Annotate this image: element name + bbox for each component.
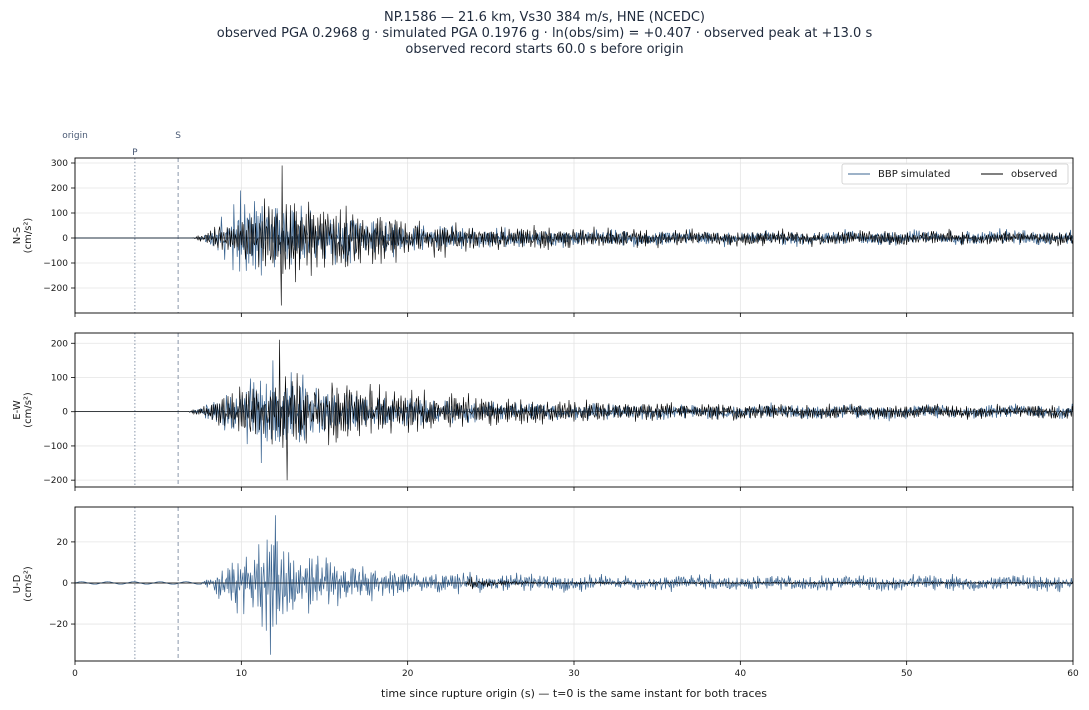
- x-tick-label: 50: [901, 669, 913, 679]
- series-bbp-simulated-n-s: [75, 190, 1074, 276]
- series-observed-e-w: [75, 339, 1074, 481]
- y-tick-label: 200: [51, 184, 68, 194]
- x-tick-label: 60: [1067, 669, 1079, 679]
- x-axis-label: time since rupture origin (s) — t=0 is t…: [381, 687, 767, 700]
- legend-box: [841, 163, 1069, 185]
- series-observed-n-s: [75, 165, 1074, 306]
- y-tick-label: 0: [62, 579, 68, 589]
- x-tick-label: 20: [402, 669, 414, 679]
- y-tick-label: 0: [62, 234, 68, 244]
- y-axis-label: U-D(cm/s²): [12, 566, 34, 602]
- y-tick-label: −200: [43, 284, 68, 294]
- y-tick-label: 100: [51, 373, 68, 383]
- x-tick-label: 30: [568, 669, 580, 679]
- y-tick-label: 300: [51, 159, 68, 169]
- y-tick-label: −100: [43, 259, 68, 269]
- marker-label-origin: origin: [62, 131, 88, 141]
- legend-label-observed: observed: [1011, 169, 1057, 180]
- y-tick-label: −200: [43, 476, 68, 486]
- x-tick-label: 0: [72, 669, 78, 679]
- y-tick-label: 100: [51, 209, 68, 219]
- y-tick-label: 200: [51, 339, 68, 349]
- y-tick-label: −20: [49, 620, 68, 630]
- legend-label-simulated: BBP simulated: [878, 169, 950, 180]
- y-axis-label: N-S(cm/s²): [12, 218, 34, 254]
- y-tick-label: 0: [62, 408, 68, 418]
- series-bbp-simulated-u-d: [74, 515, 1074, 655]
- title-line-1: NP.1586 — 21.6 km, Vs30 384 m/s, HNE (NC…: [383, 10, 705, 25]
- y-tick-label: 20: [57, 538, 69, 548]
- title-line-2: observed PGA 0.2968 g · simulated PGA 0.…: [216, 26, 873, 41]
- marker-label-p: P: [132, 148, 138, 158]
- x-tick-label: 10: [236, 669, 248, 679]
- marker-label-s: S: [175, 131, 181, 141]
- y-axis-label: E-W(cm/s²): [12, 392, 34, 428]
- y-tick-label: −100: [43, 442, 68, 452]
- title-line-3: observed record starts 60.0 s before ori…: [405, 42, 684, 57]
- series-observed-u-d: [75, 576, 1074, 590]
- x-tick-label: 40: [735, 669, 747, 679]
